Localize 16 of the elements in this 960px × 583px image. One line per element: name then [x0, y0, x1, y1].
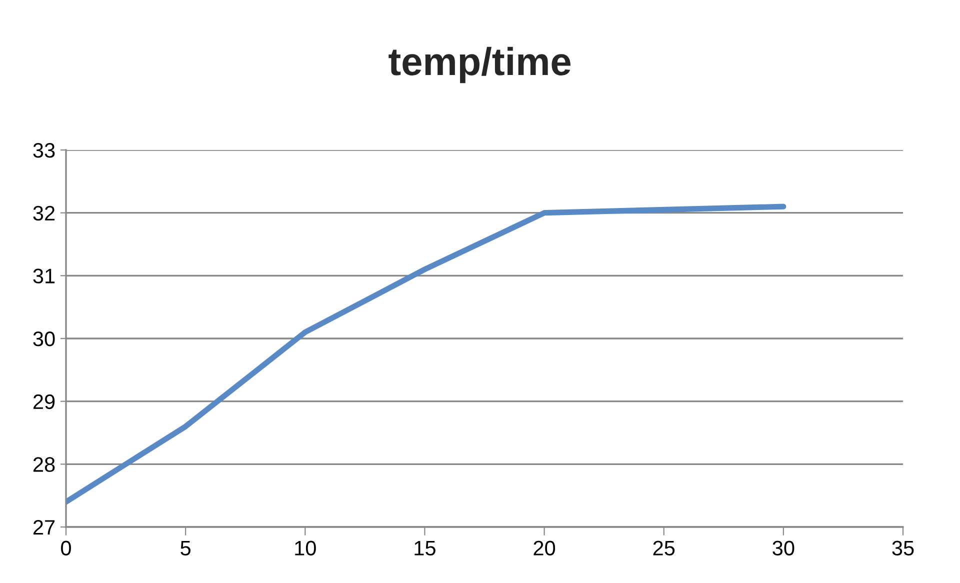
x-tick-label: 5: [180, 540, 190, 556]
y-tick-label: 27: [33, 520, 55, 535]
y-tick-label: 32: [33, 206, 55, 221]
y-tick-label: 33: [33, 143, 55, 158]
chart-title: temp/time: [388, 46, 571, 84]
x-tick-label: 20: [534, 540, 556, 556]
y-tick-label: 30: [33, 332, 55, 346]
y-tick-label: 28: [33, 457, 55, 472]
x-tick-label: 10: [295, 540, 316, 556]
x-tick-label: 25: [653, 540, 675, 556]
x-tick-label: 0: [61, 540, 71, 556]
x-tick-label: 30: [772, 540, 794, 556]
y-tick-label: 31: [33, 268, 55, 284]
x-tick-label: 35: [892, 540, 914, 556]
x-tick-label: 15: [414, 540, 436, 556]
y-tick-label: 29: [33, 394, 55, 410]
